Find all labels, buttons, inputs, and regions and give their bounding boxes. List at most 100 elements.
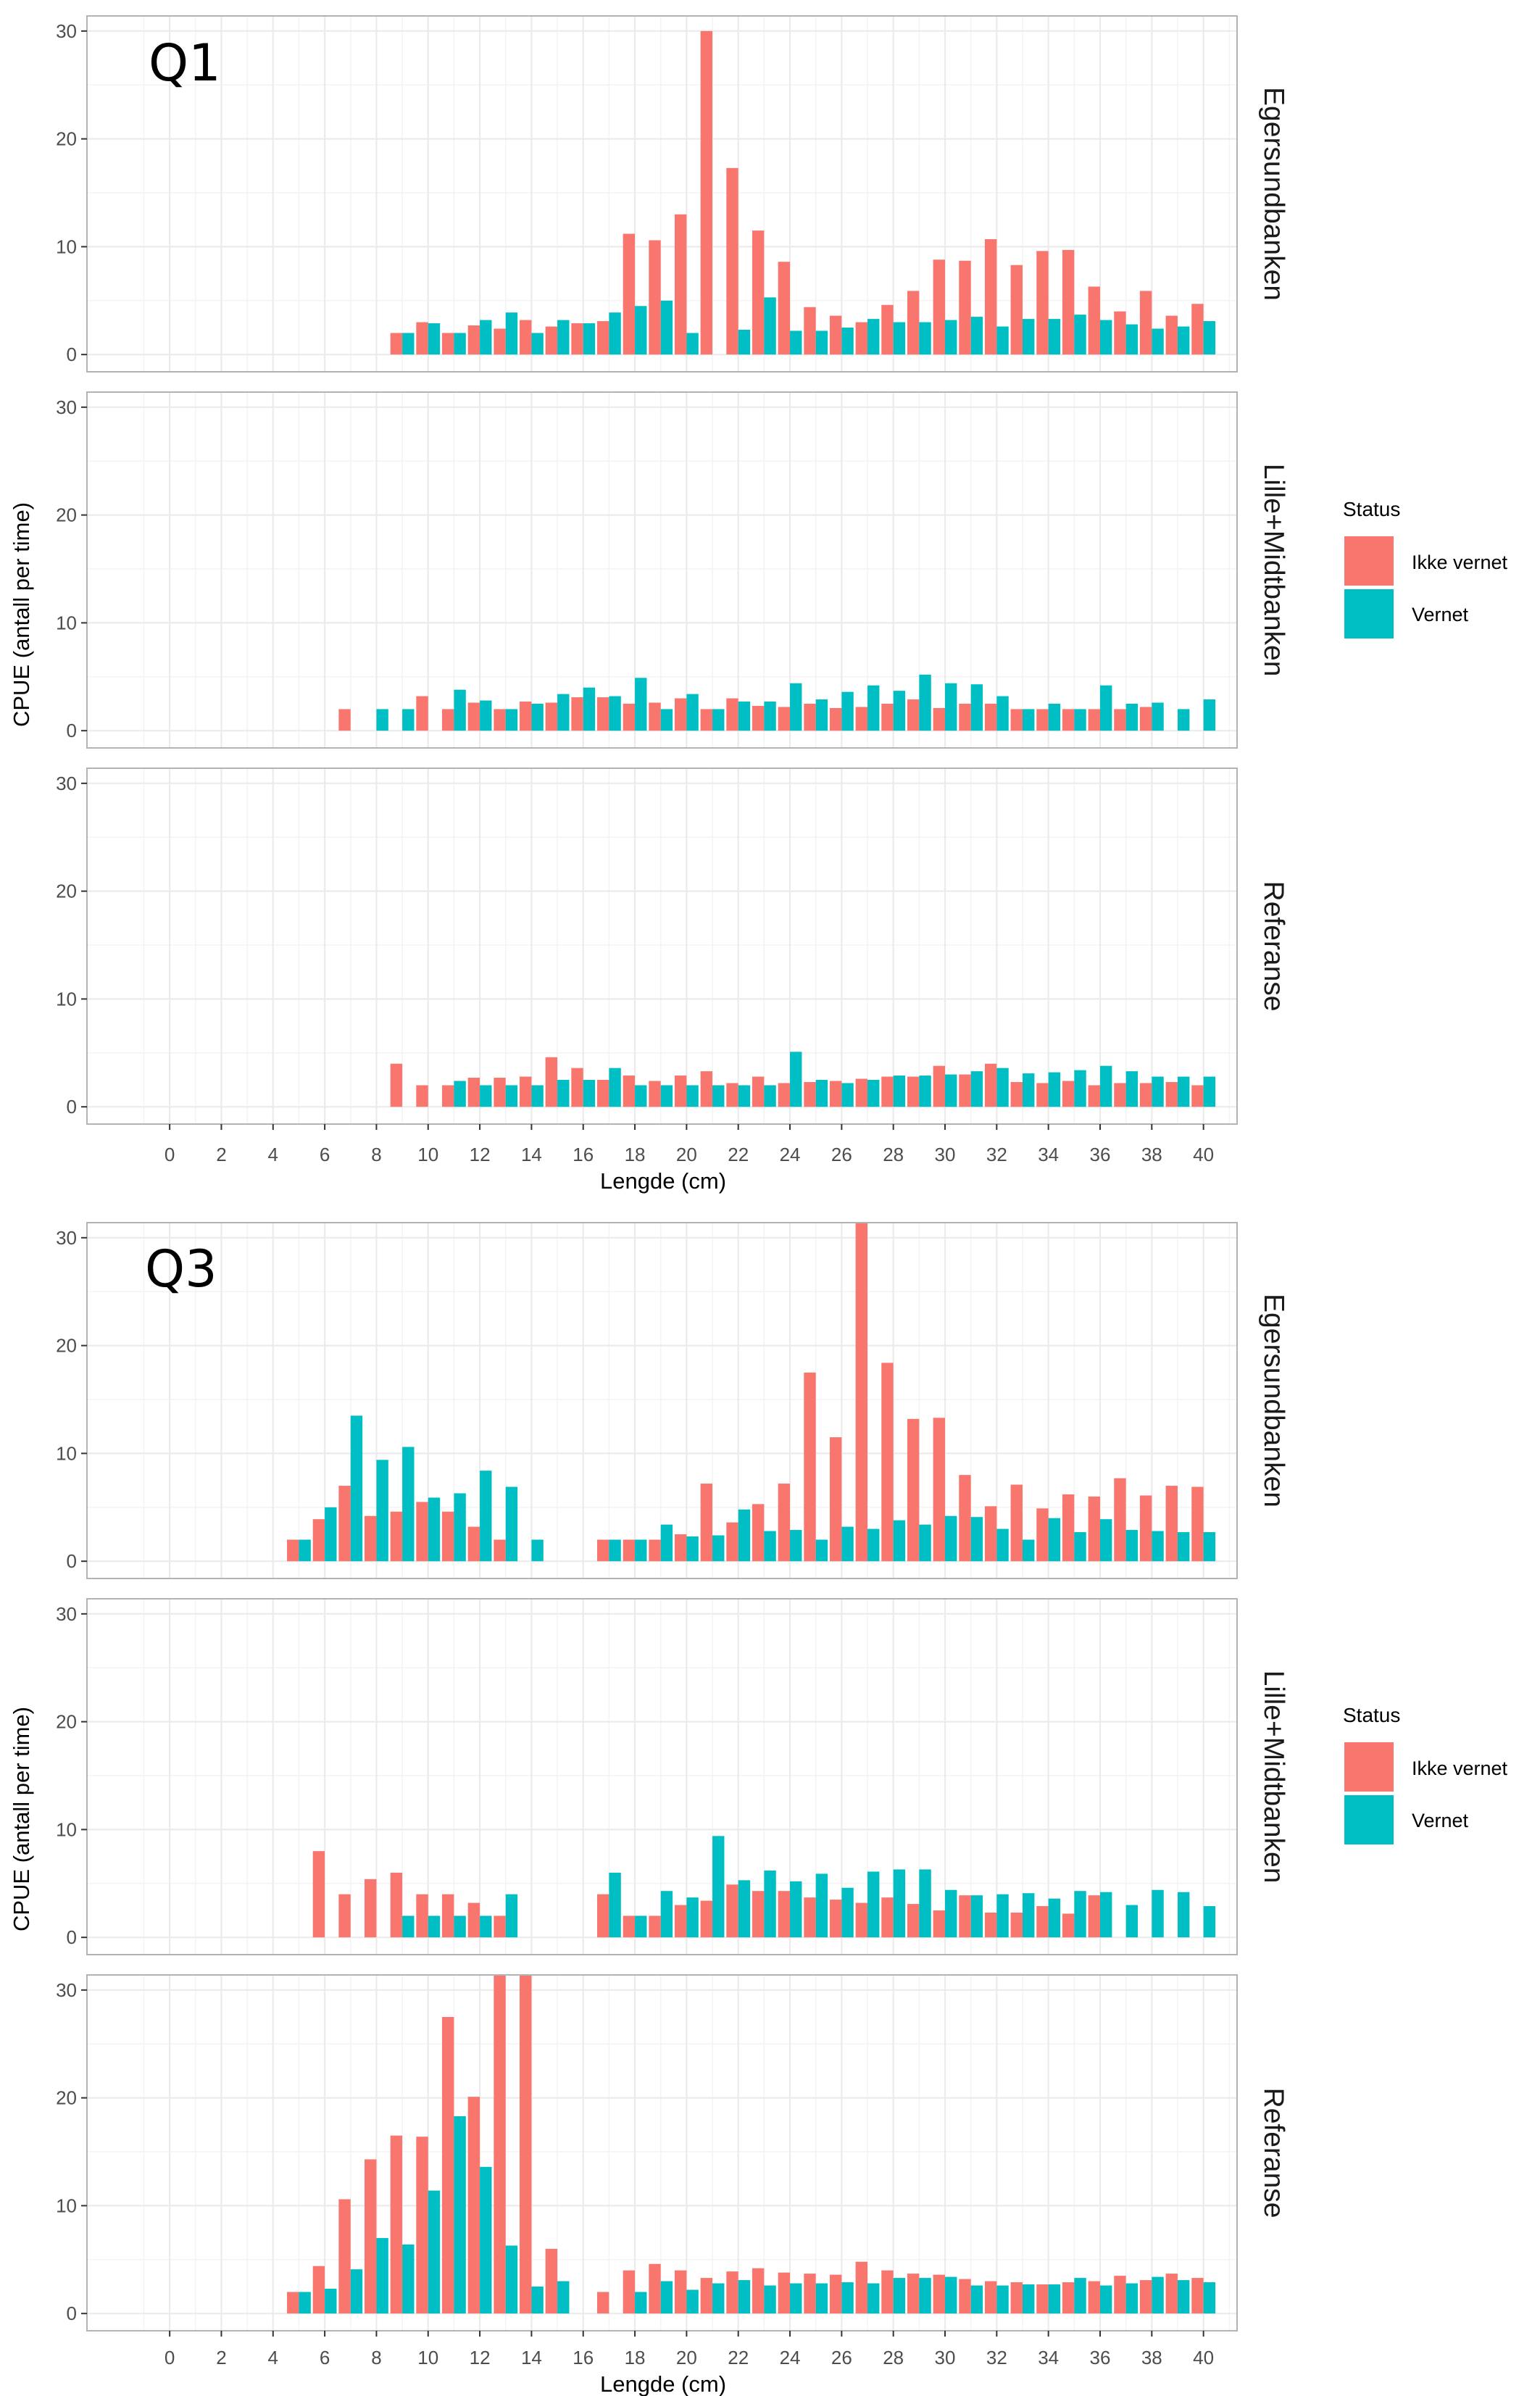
bar-ikke-vernet-27 <box>855 1223 868 1562</box>
bar-vernet-12 <box>480 1085 492 1107</box>
bar-ikke-vernet-16 <box>571 323 583 355</box>
panel-border <box>86 768 1238 1125</box>
bar-ikke-vernet-31 <box>959 703 971 731</box>
bar-vernet-39 <box>1177 1532 1190 1562</box>
x-tick-label: 2 <box>216 2347 226 2368</box>
bar-ikke-vernet-16 <box>571 697 583 731</box>
chart-block-q1: 0102030Egersundbanken0102030Lille+Midtba… <box>9 15 1508 1194</box>
q1-panel-egersundbanken: 0 10 20 30 Egersundbanken <box>56 15 1289 373</box>
bar-ikke-vernet-32 <box>984 1912 997 1938</box>
bar-vernet-35 <box>1074 1532 1086 1562</box>
bar-vernet-37 <box>1125 2283 1139 2314</box>
bar-ikke-vernet-24 <box>778 262 791 355</box>
bar-vernet-18 <box>635 1539 647 1562</box>
bar-vernet-17 <box>609 1068 621 1107</box>
bar-vernet-31 <box>970 1895 983 1938</box>
x-tick-label: 36 <box>1090 2347 1111 2368</box>
y-tick-label: 10 <box>56 2195 77 2216</box>
q3-legend-swatch-ikke-vernet <box>1344 1742 1394 1792</box>
bar-vernet-28 <box>893 1520 906 1562</box>
x-tick-label: 6 <box>320 2347 330 2368</box>
bar-vernet-31 <box>970 1071 983 1107</box>
bar-ikke-vernet-33 <box>1010 1912 1023 1938</box>
bar-vernet-39 <box>1177 2280 1190 2314</box>
facet-strip-label: Referanse <box>1258 881 1289 1012</box>
bar-vernet-13 <box>505 2245 518 2314</box>
facet-strip-label: Lille+Midtbanken <box>1258 464 1289 677</box>
bar-vernet-24 <box>790 683 802 731</box>
bar-vernet-36 <box>1099 685 1112 731</box>
bar-vernet-38 <box>1152 328 1164 355</box>
bar-ikke-vernet-34 <box>1036 1083 1049 1107</box>
bar-ikke-vernet-5 <box>287 1539 299 1562</box>
bar-vernet-10 <box>428 1915 441 1938</box>
q3-panel-referanse: 0 10 20 30 Referanse <box>56 1974 1289 2331</box>
bar-vernet-18 <box>635 2292 647 2314</box>
q1-x-axis: 0 2 4 6 8 10 12 14 16 18 20 22 24 26 28 30 32 34 36 38 40 <box>165 1124 1214 1165</box>
bar-ikke-vernet-29 <box>907 699 920 731</box>
bar-ikke-vernet-19 <box>649 1081 661 1107</box>
q3-panel-lille-midtbanken: 0 10 20 30 Lille+Midtbanken <box>56 1598 1289 1955</box>
bar-vernet-9 <box>402 2244 415 2314</box>
bar-ikke-vernet-10 <box>416 322 428 355</box>
x-tick-label: 4 <box>268 2347 278 2368</box>
bar-vernet-38 <box>1152 1889 1164 1938</box>
x-tick-label: 28 <box>883 1144 904 1165</box>
q3-title: Q3 <box>145 1239 217 1299</box>
bar-vernet-30 <box>945 320 957 355</box>
bar-vernet-33 <box>1022 319 1035 355</box>
bar-vernet-24 <box>790 330 802 355</box>
bar-ikke-vernet-31 <box>959 1074 971 1107</box>
bar-ikke-vernet-26 <box>829 1900 842 1938</box>
bar-ikke-vernet-40 <box>1191 1085 1204 1107</box>
bar-ikke-vernet-12 <box>467 1902 480 1938</box>
bar-ikke-vernet-35 <box>1062 1081 1075 1107</box>
bar-vernet-20 <box>686 333 699 355</box>
bar-vernet-29 <box>919 1524 931 1562</box>
bar-ikke-vernet-18 <box>623 703 636 731</box>
bar-vernet-35 <box>1074 315 1086 355</box>
bar-ikke-vernet-39 <box>1165 1486 1178 1562</box>
q3-legend: Status Ikke vernet Vernet <box>1343 1704 1508 1844</box>
bar-vernet-25 <box>815 699 828 731</box>
bar-vernet-20 <box>686 694 699 731</box>
bar-vernet-21 <box>712 709 725 731</box>
bar-ikke-vernet-13 <box>494 1975 506 2314</box>
bar-ikke-vernet-11 <box>442 333 454 355</box>
bar-vernet-36 <box>1099 2285 1112 2314</box>
bar-vernet-28 <box>893 691 906 731</box>
bar-vernet-11 <box>454 1081 466 1107</box>
bar-vernet-33 <box>1022 709 1035 731</box>
bar-vernet-22 <box>738 329 751 355</box>
bar-ikke-vernet-32 <box>984 703 997 731</box>
bar-ikke-vernet-23 <box>752 1076 765 1107</box>
bar-vernet-28 <box>893 1076 906 1107</box>
bar-ikke-vernet-28 <box>881 1363 894 1562</box>
bar-vernet-19 <box>660 1524 673 1562</box>
bar-vernet-5 <box>299 2292 311 2314</box>
q1-legend-label-vernet: Vernet <box>1412 604 1469 625</box>
bar-ikke-vernet-32 <box>984 2281 997 2314</box>
bar-ikke-vernet-16 <box>571 1068 583 1107</box>
bar-ikke-vernet-13 <box>494 1539 506 1562</box>
bar-vernet-12 <box>480 1471 492 1562</box>
bar-ikke-vernet-38 <box>1139 1495 1152 1562</box>
bar-ikke-vernet-36 <box>1088 709 1100 731</box>
bar-vernet-16 <box>583 323 596 355</box>
bar-ikke-vernet-35 <box>1062 1913 1075 1938</box>
bar-vernet-15 <box>557 1079 570 1107</box>
bar-ikke-vernet-28 <box>881 1076 894 1107</box>
bar-ikke-vernet-23 <box>752 1891 765 1938</box>
bar-vernet-21 <box>712 2283 725 2314</box>
bar-vernet-22 <box>738 1880 751 1938</box>
x-tick-label: 10 <box>417 1144 438 1165</box>
bar-ikke-vernet-30 <box>933 1065 946 1107</box>
bar-ikke-vernet-40 <box>1191 2278 1204 2314</box>
bar-ikke-vernet-11 <box>442 1894 454 1938</box>
bar-ikke-vernet-36 <box>1088 1895 1100 1938</box>
bar-ikke-vernet-20 <box>674 214 687 355</box>
bar-vernet-12 <box>480 700 492 731</box>
bar-vernet-13 <box>505 1486 518 1562</box>
bar-ikke-vernet-17 <box>596 1079 609 1107</box>
bar-ikke-vernet-38 <box>1139 2280 1152 2314</box>
